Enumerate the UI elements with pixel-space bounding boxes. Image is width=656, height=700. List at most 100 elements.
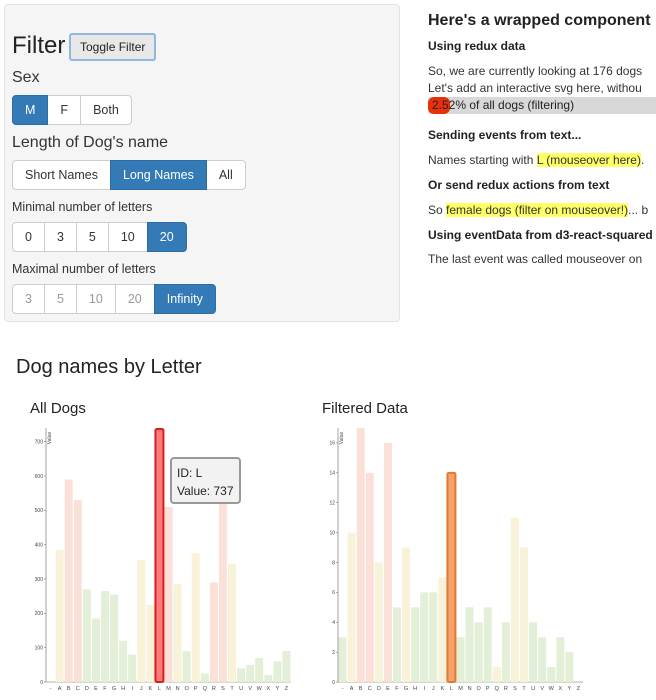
x-tick-label: A [58,686,62,692]
y-tick-label: 10 [329,530,335,536]
actions-line: So female dogs (filter on mouseover!)...… [428,203,648,217]
toggle-filter-button[interactable]: Toggle Filter [69,33,157,61]
sex-button-group: M F Both [12,95,132,125]
bar-G[interactable] [402,547,411,682]
redux-actions-heading: Or send redux actions from text [428,178,610,192]
bar-U[interactable] [237,668,246,682]
bar-X[interactable] [264,675,273,682]
option-3-button[interactable]: 3 [43,222,77,252]
bar-H[interactable] [119,640,128,682]
option-both-button[interactable]: Both [80,95,132,125]
option-all-button[interactable]: All [205,160,246,190]
female-dogs-mouseover-link[interactable]: female dogs (filter on mouseover!) [446,203,629,217]
bar-X[interactable] [556,637,565,682]
bar-G[interactable] [110,594,119,682]
bar-E[interactable] [91,618,100,683]
y-tick-label: 0 [332,680,335,686]
bar-W[interactable] [255,657,264,682]
x-tick-label: Y [276,686,280,692]
bar-D[interactable] [82,589,91,682]
bar-E[interactable] [383,442,392,682]
bar-C[interactable] [73,500,82,682]
option-20-button[interactable]: 20 [146,222,187,252]
x-tick-label: H [413,686,417,692]
bar-T[interactable] [520,547,529,682]
bar-P[interactable] [483,607,492,682]
charts-section-title: Dog names by Letter [16,356,202,378]
x-tick-label: E [94,686,98,692]
option-10-button[interactable]: 10 [107,222,148,252]
bar-Q[interactable] [200,673,209,682]
bar-R[interactable] [501,622,510,682]
bar-P[interactable] [191,553,200,682]
bar-O[interactable] [474,622,483,682]
chart-title-filtered: Filtered Data [322,400,408,417]
eventdata-heading: Using eventData from d3-react-squared [428,228,653,242]
letter-l-mouseover-link[interactable]: L (mouseover here) [536,153,641,167]
max-letters-label: Maximal number of letters [12,262,156,276]
bar-L[interactable] [446,471,457,683]
x-tick-label: Q [203,686,208,692]
filter-progress-text: 2.52% of all dogs (filtering) [432,98,575,112]
bar-M[interactable] [164,506,173,682]
option-5-button[interactable]: 5 [75,222,109,252]
redux-heading: Using redux data [428,39,526,53]
bar-H[interactable] [411,607,420,682]
bar-R[interactable] [209,582,218,682]
bar-W[interactable] [547,667,556,682]
bar-Q[interactable] [492,667,501,682]
bar-S[interactable] [510,517,519,682]
x-tick-label: Z [577,686,581,692]
bar-I[interactable] [128,654,137,682]
bar-O[interactable] [182,651,191,682]
x-tick-label: V [248,686,252,692]
actions-prefix: So [428,203,447,217]
option-f-button[interactable]: F [47,95,82,125]
bar-F[interactable] [100,591,109,682]
bar-B[interactable] [64,479,73,682]
bar-V[interactable] [538,637,547,682]
bar-D[interactable] [374,562,383,682]
x-tick-label: N [176,686,180,692]
bar-L[interactable] [154,428,165,684]
bar-Z[interactable] [282,651,291,682]
option-long-names-button[interactable]: Long Names [109,160,207,190]
bar-Y[interactable] [273,661,282,682]
bar-N[interactable] [173,584,182,682]
bar-S[interactable] [218,476,227,682]
option-3-button[interactable]: 3 [12,284,45,314]
option-m-button[interactable]: M [12,95,49,125]
bar-N[interactable] [465,607,474,682]
bar-K[interactable] [146,604,155,682]
bar-B[interactable] [356,428,365,682]
bar-J[interactable] [137,560,146,682]
y-tick-label: 8 [332,560,335,566]
option-0-button[interactable]: 0 [12,222,45,252]
x-tick-label: W [549,686,555,692]
bar-dash[interactable] [338,637,347,682]
bar-T[interactable] [228,563,237,682]
option-20-button[interactable]: 20 [114,284,155,314]
bar-Y[interactable] [565,652,574,682]
x-tick-label: U [531,686,535,692]
option-5-button[interactable]: 5 [43,284,77,314]
x-tick-label: Y [568,686,572,692]
bar-A[interactable] [55,549,64,682]
bar-C[interactable] [365,472,374,682]
bar-V[interactable] [246,664,255,682]
x-tick-label: J [432,686,435,692]
option-10-button[interactable]: 10 [75,284,116,314]
x-tick-label: G [112,686,116,692]
option-short-names-button[interactable]: Short Names [12,160,111,190]
bar-A[interactable] [347,532,356,682]
bar-M[interactable] [456,637,465,682]
bar-F[interactable] [392,607,401,682]
y-tick-label: 4 [332,620,335,626]
bar-K[interactable] [438,577,447,682]
x-tick-label: J [140,686,143,692]
option-infinity-button[interactable]: Infinity [153,284,216,314]
bar-I[interactable] [420,592,429,682]
x-tick-label: P [194,686,198,692]
bar-J[interactable] [429,592,438,682]
bar-U[interactable] [529,622,538,682]
